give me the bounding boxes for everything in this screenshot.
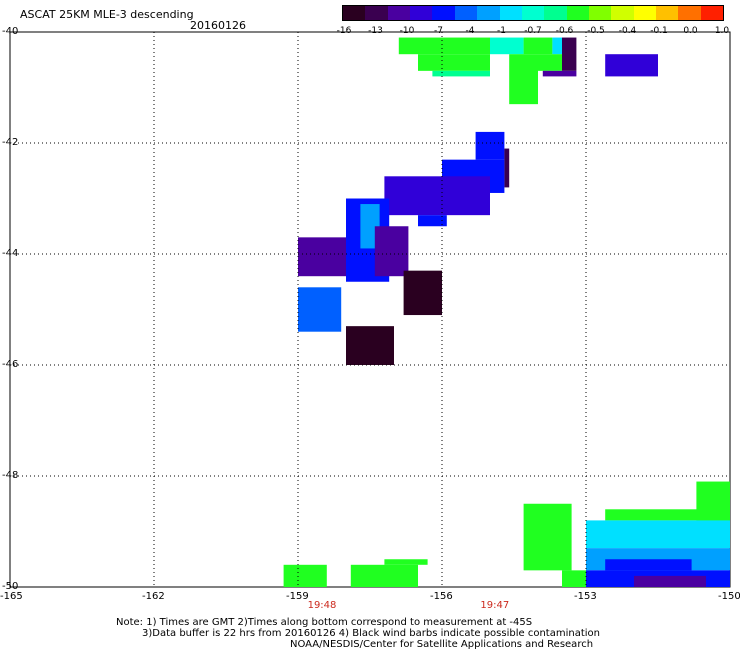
wind-cell [403,270,442,316]
longitude-label: -153 [574,591,597,602]
wind-cell [346,326,394,365]
wind-cell [586,520,730,549]
colorbar-label: -4 [465,26,475,36]
colorbar-segment [544,6,567,20]
latitude-label: -40 [2,26,19,37]
colorbar-segment [656,6,679,20]
wind-cell [283,564,327,587]
colorbar-segment [365,6,388,20]
colorbar-label: 0.0 [683,26,698,36]
latitude-label: -50 [2,581,19,592]
colorbar-label: -13 [368,26,383,36]
latitude-label: -44 [2,248,19,259]
wind-cell [523,503,572,571]
wind-cell [398,37,490,55]
colorbar-segment [387,6,411,20]
wind-cell [418,54,490,71]
latitude-label: -46 [2,359,19,370]
wind-cell [298,237,346,277]
wind-cell [350,564,418,587]
colorbar-segment [588,6,612,20]
colorbar [342,5,724,21]
colorbar-segment [410,6,433,20]
wind-cell [504,148,510,188]
note-line-1: Note: 1) Times are GMT 2)Times along bot… [116,617,533,628]
note-line-3: NOAA/NESDIS/Center for Satellite Applica… [290,639,594,650]
colorbar-label: -16 [336,26,352,36]
wind-cell [384,176,490,216]
note-line-2: 3)Data buffer is 22 hrs from 20160126 4)… [142,628,600,639]
longitude-label: -162 [142,591,165,602]
map-date: 20160126 [190,19,246,32]
colorbar-segment [521,6,545,20]
colorbar-label: -0.1 [650,26,668,36]
colorbar-label: -7 [434,26,443,36]
time-label: 19:47 [480,600,510,611]
colorbar-segment [477,6,500,20]
longitude-label: -150 [718,591,740,602]
latitude-label: -42 [2,137,19,148]
colorbar-segment [566,6,589,20]
colorbar-label: -0.5 [587,26,605,36]
wind-cell [509,54,538,105]
wind-cell [298,287,342,332]
wind-cell [523,37,553,55]
wind-cell [605,54,658,77]
colorbar-label: 1.0 [714,26,730,36]
colorbar-segment [343,6,366,20]
wind-cell [542,70,577,77]
wind-cell [384,559,428,565]
colorbar-segment [678,6,701,20]
longitude-label: -156 [430,591,453,602]
colorbar-label: -0.7 [524,26,542,36]
colorbar-label: -0.4 [618,26,637,36]
colorbar-label: -0.6 [555,26,574,36]
wind-cell [538,54,562,71]
wind-cell [475,131,505,160]
wind-cell [490,37,524,55]
longitude-label: -159 [286,591,309,602]
wind-cell [634,575,706,587]
wind-cell [418,215,447,227]
colorbar-segment [499,6,522,20]
colorbar-label: -10 [399,26,415,36]
longitude-label: -165 [0,591,23,602]
wind-cell [432,70,490,77]
wind-cell [562,570,586,587]
colorbar-segment [432,6,455,20]
wind-cell [562,37,577,71]
wind-map [9,31,731,588]
colorbar-segment [454,6,478,20]
wind-cells [283,37,730,587]
wind-cell [605,559,692,571]
wind-cell [552,37,562,55]
wind-cell [374,226,409,277]
latitude-label: -48 [2,470,19,481]
map-frame [9,31,731,588]
colorbar-segment [700,6,724,20]
wind-cell [605,509,730,521]
colorbar-segment [633,6,657,20]
time-label: 19:48 [307,600,337,611]
colorbar-segment [611,6,634,20]
colorbar-label: -1 [497,26,506,36]
graticule [10,32,730,587]
map-title: ASCAT 25KM MLE-3 descending [20,8,194,21]
